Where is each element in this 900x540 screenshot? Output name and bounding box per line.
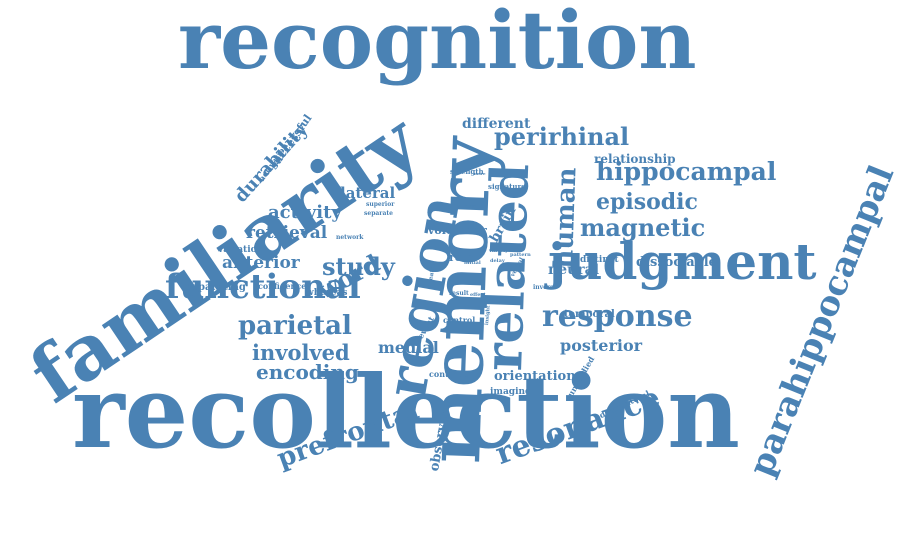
- cloud-word-dissociable: dissociable: [636, 254, 717, 270]
- cloud-word-response: response: [542, 298, 693, 334]
- cloud-word-variety: variety: [489, 248, 509, 255]
- cloud-word-hippocampal: hippocampal: [596, 156, 777, 186]
- cloud-word-functional: functional: [165, 267, 361, 308]
- cloud-word-network: network: [336, 234, 364, 242]
- cloud-word-related: related: [473, 162, 542, 372]
- cloud-word-neural: neural: [548, 262, 600, 279]
- cloud-word-effect: effect: [470, 292, 486, 299]
- cloud-word-retrieval: retrieval: [246, 222, 328, 243]
- cloud-word-separate: separate: [364, 210, 393, 218]
- cloud-word-delay: delay: [490, 258, 505, 265]
- cloud-word-lateral: lateral: [340, 184, 396, 203]
- cloud-word-study: study: [322, 252, 395, 282]
- cloud-word-volunteer: volunteer: [428, 224, 487, 238]
- cloud-word-signature: signature: [488, 181, 526, 191]
- cloud-word-episodic: episodic: [596, 188, 698, 215]
- cloud-word-involved: involved: [252, 339, 350, 365]
- cloud-word-separating: separating: [186, 282, 246, 294]
- cloud-word-different: different: [462, 116, 531, 133]
- cloud-word-bilateral: bilateral: [446, 201, 480, 211]
- cloud-word-recollection: recollection: [72, 353, 740, 471]
- cloud-word-activity: activity: [268, 201, 342, 223]
- cloud-word-strength: strength: [450, 166, 484, 176]
- cloud-word-more: more: [474, 170, 486, 176]
- cloud-word-anterior: anterior: [222, 252, 300, 273]
- cloud-word-recognition: recognition: [178, 0, 697, 87]
- cloud-word-parahippocampal: parahippocampal: [741, 159, 900, 482]
- cloud-word-pattern: pattern: [510, 252, 531, 259]
- cloud-word-human: human: [549, 166, 583, 269]
- cloud-word-medial: medial: [378, 337, 439, 357]
- cloud-word-temporal: temporal: [564, 309, 615, 321]
- cloud-word-result: result: [449, 290, 469, 298]
- cloud-word-superior: superior: [366, 201, 395, 209]
- cloud-word-magnetic: magnetic: [580, 213, 706, 243]
- cloud-word-variation: variation: [218, 244, 264, 255]
- cloud-word-whereas: whereas: [306, 287, 348, 298]
- cloud-word-continuous: continuous: [429, 368, 480, 379]
- cloud-word-perirhinal: perirhinal: [494, 122, 630, 152]
- cloud-word-confidence: confidence: [258, 280, 307, 291]
- cloud-word-control: control: [443, 314, 476, 325]
- cloud-word-judgment: judgment: [548, 232, 817, 291]
- cloud-word-parietal: parietal: [238, 310, 352, 341]
- cloud-word-inverse: inverse: [533, 284, 558, 292]
- cloud-word-role: role: [449, 251, 474, 265]
- cloud-word-relationship: relationship: [594, 151, 676, 166]
- cloud-word-initial: initial: [464, 260, 481, 267]
- cloud-word-encoding: encoding: [256, 360, 359, 385]
- cloud-word-distinct: distinct: [580, 254, 619, 265]
- cloud-word-imaging: imaging: [490, 386, 532, 397]
- cloud-word-posterior: posterior: [560, 335, 643, 355]
- cloud-word-orientation: orientation: [494, 368, 576, 384]
